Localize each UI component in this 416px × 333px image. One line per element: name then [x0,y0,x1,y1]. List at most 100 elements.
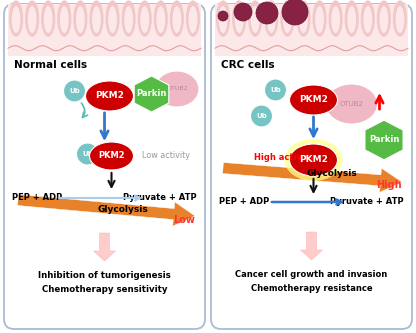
Ellipse shape [60,6,69,33]
Polygon shape [365,120,403,160]
Text: Ub: Ub [270,87,281,93]
Polygon shape [134,76,169,112]
Text: PEP + ADP: PEP + ADP [219,197,269,206]
Ellipse shape [219,6,228,33]
Ellipse shape [92,6,101,33]
Ellipse shape [296,0,310,37]
Ellipse shape [264,0,278,37]
Ellipse shape [331,6,340,33]
Text: Chemotherapy resistance: Chemotherapy resistance [251,284,372,293]
Text: Ub: Ub [82,151,93,157]
Ellipse shape [121,0,136,37]
Circle shape [282,0,308,25]
Circle shape [250,105,272,127]
Text: High activity: High activity [253,154,314,163]
Ellipse shape [140,6,149,33]
Ellipse shape [283,6,292,33]
Ellipse shape [44,6,53,33]
Ellipse shape [73,0,87,37]
Ellipse shape [28,6,37,33]
Ellipse shape [280,0,295,37]
Text: Low: Low [173,215,195,225]
Text: PKM2: PKM2 [95,92,124,101]
Ellipse shape [186,0,200,37]
Text: PKM2: PKM2 [299,156,328,165]
FancyBboxPatch shape [211,4,412,329]
Ellipse shape [377,0,391,37]
Ellipse shape [290,85,337,115]
Circle shape [218,11,228,21]
Text: Inhibition of tumorigenesis: Inhibition of tumorigenesis [38,271,171,280]
Ellipse shape [363,6,372,33]
Text: High: High [376,180,402,190]
Ellipse shape [325,84,377,124]
Ellipse shape [396,6,404,33]
Ellipse shape [216,0,230,37]
Ellipse shape [267,6,276,33]
Text: OTUB2: OTUB2 [339,101,364,107]
Ellipse shape [379,6,388,33]
Ellipse shape [124,6,133,33]
Ellipse shape [57,0,72,37]
Text: PKM2: PKM2 [98,152,125,161]
Text: Ub: Ub [69,88,80,94]
Text: Pyruvate + ATP: Pyruvate + ATP [124,193,197,202]
Ellipse shape [290,144,337,176]
Text: Low activity: Low activity [141,151,190,160]
Ellipse shape [232,0,246,37]
Text: PEP + ADP: PEP + ADP [12,193,62,202]
Ellipse shape [89,0,104,37]
Text: Ub: Ub [256,113,267,119]
Text: Parkin: Parkin [369,136,399,145]
FancyArrow shape [300,232,322,260]
Text: Cancer cell growth and invasion: Cancer cell growth and invasion [235,270,388,279]
Ellipse shape [235,6,243,33]
FancyArrow shape [94,233,116,261]
Ellipse shape [9,0,23,37]
Text: Pyruvate + ATP: Pyruvate + ATP [330,197,404,206]
Ellipse shape [347,6,356,33]
Ellipse shape [393,0,407,37]
FancyBboxPatch shape [4,4,205,329]
Ellipse shape [155,71,199,107]
Circle shape [64,80,86,102]
Ellipse shape [312,0,327,37]
Ellipse shape [315,6,324,33]
Ellipse shape [188,6,197,33]
Ellipse shape [76,6,85,33]
Ellipse shape [25,0,39,37]
FancyArrow shape [223,163,402,192]
Text: CRC cells: CRC cells [221,60,275,70]
Text: Normal cells: Normal cells [14,60,87,70]
Ellipse shape [108,6,117,33]
Ellipse shape [344,0,359,37]
Ellipse shape [41,0,55,37]
Text: OTUB2: OTUB2 [166,87,188,92]
Text: Glycolysis: Glycolysis [97,204,148,213]
Ellipse shape [138,0,152,37]
Ellipse shape [299,6,308,33]
Ellipse shape [106,0,120,37]
Ellipse shape [251,6,260,33]
Circle shape [256,2,278,24]
Ellipse shape [361,0,375,37]
Ellipse shape [154,0,168,37]
Ellipse shape [329,0,343,37]
Text: Glycolysis: Glycolysis [306,169,357,178]
Circle shape [77,143,99,165]
Circle shape [265,79,287,101]
Bar [8,4,201,56]
Circle shape [234,3,252,21]
Bar [215,4,408,56]
Ellipse shape [12,6,20,33]
Ellipse shape [156,6,165,33]
Ellipse shape [173,6,181,33]
Ellipse shape [170,0,184,37]
FancyArrow shape [17,194,195,226]
Text: Chemotherapy sensitivity: Chemotherapy sensitivity [42,285,167,294]
Ellipse shape [248,0,262,37]
Text: PKM2: PKM2 [299,96,328,105]
Ellipse shape [89,142,134,170]
Ellipse shape [86,81,134,111]
Text: Parkin: Parkin [136,90,167,99]
